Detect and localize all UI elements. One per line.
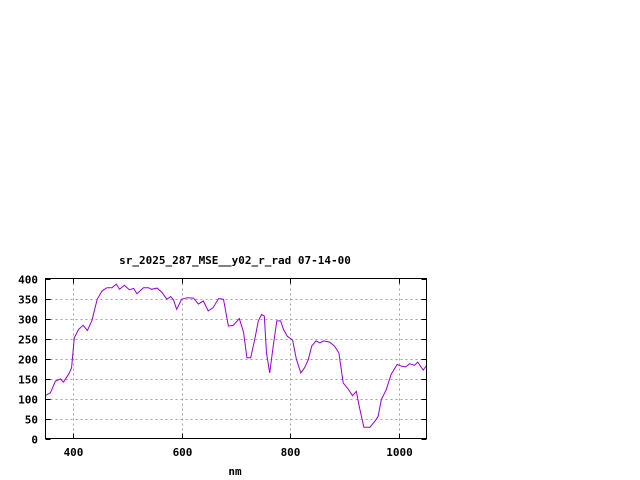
ticks: 0 50 100 150 200 250 300 350 400 400 600 800 1000 bbox=[18, 274, 427, 459]
chart-title: sr_2025_287_MSE__y02_r_rad 07-14-00 bbox=[119, 254, 351, 267]
y-tick-label: 250 bbox=[18, 334, 38, 347]
y-tick-label: 0 bbox=[31, 434, 38, 447]
y-tick-label: 100 bbox=[18, 394, 38, 407]
series-line bbox=[45, 283, 427, 428]
plot-frame bbox=[45, 278, 427, 439]
y-tick-label: 200 bbox=[18, 354, 38, 367]
y-tick-label: 350 bbox=[18, 294, 38, 307]
x-tick-label: 400 bbox=[64, 446, 84, 459]
y-tick-label: 400 bbox=[18, 274, 38, 287]
x-tick-label: 800 bbox=[281, 446, 301, 459]
y-tick-label: 150 bbox=[18, 374, 38, 387]
grid bbox=[45, 278, 427, 439]
x-axis-label: nm bbox=[228, 465, 242, 478]
y-tick-label: 50 bbox=[25, 414, 38, 427]
x-tick-label: 1000 bbox=[386, 446, 413, 459]
x-tick-label: 600 bbox=[173, 446, 193, 459]
y-tick-label: 300 bbox=[18, 314, 38, 327]
